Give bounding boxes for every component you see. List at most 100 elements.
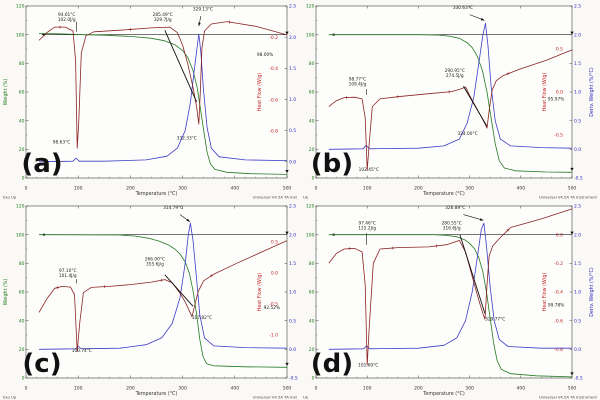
heatflow-plus-marker [434,244,438,248]
annotation-text: 100.74°C [72,348,92,354]
x-tick-label: 400 [231,386,240,392]
x-tick-label: 100 [74,186,83,192]
deriv-tick-label: 2.5 [574,4,581,10]
deriv-weight-curve [38,33,288,163]
heatflow-tick-label: 0.0 [556,90,563,96]
annotation-arrowhead [186,218,190,222]
annotation-text: 97.46°C 115.2J/g [358,221,376,232]
heatflow-axis-title: Heat Flow (W/g) [257,273,263,312]
curve-end-marker [570,231,574,235]
annotation-line [459,234,486,314]
x-tick-label: 0 [315,386,318,392]
weight-tick-label: 80 [309,261,315,267]
x-tick-label: 0 [25,186,28,192]
heatflow-plus-marker [102,285,106,289]
annotation-text: 280.55°C 316.6J/g [442,221,462,232]
plot-area [315,205,573,379]
x-tick-label: 0 [25,386,28,392]
x-tick-label: 300 [178,386,187,392]
panel-letter: (b) [311,149,353,179]
weight-tick-label: 0 [312,376,315,382]
deriv-tick-label: 1.0 [574,290,581,296]
heat-flow-curve [328,208,573,366]
heatflow-axis-title: Heat Flow (W/g) [542,73,548,112]
annotation-text: 326.89°C [445,205,465,211]
weight-curve [328,34,573,173]
annotation-text: 314.79°C [163,205,183,211]
deriv-axis-title: Deriv. Weight (%/°C) [589,67,595,116]
deriv-tick-label: -0.5 [574,376,583,382]
weight-axis-title: Weight (%) [3,79,9,106]
panel-a-chart: 0 100 200 300 400 500 Temperature (°C) 0 20 40 60 8… [3,4,298,200]
weight-tick-label: 120 [306,4,315,10]
deriv-tick-label: -0.5 [574,176,583,182]
weight-tick-label: 20 [19,347,25,353]
deriv-tick-label: 2.5 [574,204,581,210]
weight-tick-label: 120 [306,204,315,210]
panel-a: 0 100 200 300 400 500 Temperature (°C) 0 20 40 60 8… [0,0,300,200]
weight-tick-label: 20 [19,147,25,153]
weight-tick-label: 100 [16,32,25,38]
footer-instrument: Universal V4.5A TA Instrument [539,395,598,400]
footer-instrument: Universal V4.5A TA Instrument [539,195,598,200]
panel-letter: (a) [21,149,62,179]
heatflow-plus-marker [160,278,164,282]
heatflow-tick-label: -0.8 [554,347,563,353]
deriv-tick-label: 2.0 [574,32,581,38]
footer-instrument: Universal V4.5A TA Inst [253,195,298,200]
deriv-tick-label: 1.5 [574,261,581,267]
annotation-text: 334.00°C [457,131,477,137]
heat-flow-curve [38,240,288,352]
deriv-weight-curve [38,222,288,350]
x-tick-label: 300 [178,186,187,192]
panel-letter: (c) [22,349,61,379]
weight-tick-label: 80 [19,261,25,267]
panel-d-chart: 0 100 200 300 400 500 Temperature (°C) 0 20 40 60 8… [303,204,598,400]
x-tick-label: 400 [517,386,526,392]
x-axis-title: Temperature (°C) [422,191,465,197]
weight-tick-label: 80 [19,61,25,67]
x-tick-label: 200 [126,186,135,192]
heatflow-plus-marker [396,95,400,99]
deriv-tick-label: 0.5 [289,318,296,324]
annotation-text: 317.82°C [192,315,212,321]
heatflow-tick-label: -0.6 [554,318,563,324]
heatflow-plus-marker [391,246,395,250]
x-tick-label: 500 [283,386,292,392]
heatflow-plus-marker [209,274,213,278]
deriv-tick-label: 0.0 [574,347,581,353]
weight-tick-label: 20 [309,347,315,353]
weight-tick-label: 100 [16,232,25,238]
weight-tick-label: 40 [309,318,315,324]
heatflow-plus-marker [447,90,451,94]
annotation-text: 332.33°C [177,135,197,141]
annotation-arrowhead [480,17,485,21]
deriv-weight-curve [328,222,572,350]
x-tick-label: 400 [517,186,526,192]
heatflow-axis-title: Heat Flow (W/g) [257,73,263,112]
curve-end-marker [570,31,574,35]
deriv-tick-label: 2.0 [574,232,581,238]
annotation-text: 102.45°C [359,167,379,173]
deriv-tick-label: 1.5 [289,261,296,267]
weight-curve [38,234,288,368]
annotation-line [164,30,198,103]
weight-tick-label: 40 [19,318,25,324]
heatflow-plus-marker [347,247,351,251]
heatflow-tick-label: -0.4 [269,66,278,72]
panel-c: 0 100 200 300 400 500 Temperature (°C) 0 20 40 60 8… [0,200,300,400]
x-tick-label: 500 [568,386,577,392]
weight-tick-label: 100 [306,232,315,238]
deriv-tick-label: 2.0 [289,232,296,238]
weight-axis-title: Weight (%) [3,279,9,306]
annotation-text: 329.13°C [193,6,213,12]
curve-end-marker [285,362,289,366]
weight-curve [328,234,573,378]
annotation-line [463,214,484,221]
weight-tick-label: 60 [19,90,25,96]
weight-tick-label: 60 [19,290,25,296]
panel-b-chart: 0 100 200 300 400 500 Temperature (°C) 0 20 40 60 8… [303,4,598,200]
heatflow-tick-label: -0.8 [269,129,278,135]
deriv-tick-label: 0.5 [574,118,581,124]
weight-tick-label: 120 [16,204,25,210]
